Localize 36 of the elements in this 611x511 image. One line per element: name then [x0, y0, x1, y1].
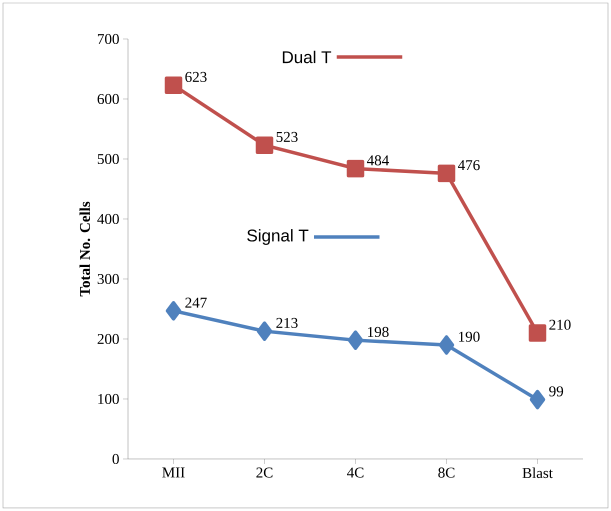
- data-label: 99: [549, 386, 564, 396]
- point: [164, 76, 182, 94]
- data-label: 476: [458, 160, 480, 170]
- data-label: 623: [185, 72, 207, 82]
- y-tick-label: 500: [98, 154, 119, 164]
- y-tick-label: 300: [98, 274, 119, 284]
- data-label: 198: [368, 326, 389, 337]
- point: [438, 164, 456, 182]
- y-tick-label: 100: [98, 394, 119, 404]
- data-label: 213: [276, 318, 298, 328]
- point: [528, 324, 546, 342]
- x-tick-label: MII: [162, 468, 185, 478]
- data-label: 247: [185, 298, 207, 308]
- y-tick-label: 0: [112, 454, 119, 464]
- x-tick-label: Blast: [522, 468, 553, 478]
- point: [438, 335, 454, 355]
- x-tick-label: 2C: [256, 468, 272, 478]
- y-tick-label: 700: [98, 34, 119, 44]
- data-label: 190: [459, 332, 480, 342]
- x-tick-label: 8C: [438, 468, 454, 478]
- y-axis-title: Total No. Cells: [79, 202, 90, 296]
- point: [166, 301, 182, 321]
- legend-label: Dual T: [282, 50, 332, 64]
- point: [256, 321, 272, 341]
- y-tick-label: 200: [98, 334, 119, 344]
- point: [256, 136, 274, 154]
- data-label: 210: [549, 320, 571, 330]
- y-tick-label: 400: [97, 214, 119, 224]
- point: [530, 390, 546, 410]
- y-tick-label: 600: [98, 94, 119, 104]
- legend-label: Signal T: [247, 229, 308, 245]
- data-label: 523: [276, 132, 298, 142]
- point: [348, 330, 364, 350]
- point: [346, 160, 364, 178]
- x-tick-label: 4C: [347, 468, 364, 478]
- data-label: 484: [366, 155, 389, 166]
